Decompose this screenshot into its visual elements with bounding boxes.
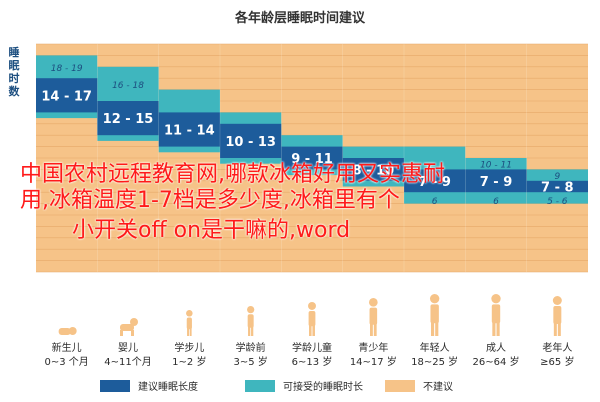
x-tick-label-name: 老年人 bbox=[542, 341, 572, 354]
x-tick-label-name: 年轻人 bbox=[420, 341, 450, 354]
recommended-bar bbox=[97, 101, 159, 136]
recommended-range-label: 11 - 14 bbox=[164, 124, 215, 139]
plot-area: 14 - 17 12 - 15 11 - 14 10 - 13 9 - 11 8 - 10… bbox=[36, 43, 588, 273]
x-tick-label-age: 18~25 岁 bbox=[411, 355, 458, 368]
recommended-range-label: 9 - 11 bbox=[291, 152, 333, 167]
school-child-icon bbox=[308, 302, 316, 336]
x-tick-label-age: 4~11个月 bbox=[104, 356, 151, 368]
recommended-bar bbox=[404, 169, 466, 193]
y-axis-label-char: 眠 bbox=[9, 59, 20, 72]
x-tick-label-age: 1~2 岁 bbox=[172, 355, 206, 368]
recommended-bar bbox=[158, 112, 220, 147]
x-tick-label-name: 学步儿 bbox=[174, 341, 204, 354]
baby-lying-icon bbox=[58, 327, 77, 335]
adult-icon bbox=[491, 294, 501, 336]
senior-icon bbox=[552, 296, 562, 336]
x-tick-label-name: 青少年 bbox=[358, 341, 388, 354]
recommended-range-label: 7 - 8 bbox=[541, 181, 574, 196]
teen-icon bbox=[369, 298, 378, 336]
acceptable-range-label: 16 - 18 bbox=[112, 81, 144, 91]
x-tick-label-name: 婴儿 bbox=[118, 342, 138, 354]
acceptable-lower-label: 6 bbox=[432, 197, 438, 207]
legend-label: 可接受的睡眠时长 bbox=[283, 380, 363, 393]
recommended-range-label: 7 - 9 bbox=[418, 175, 451, 190]
acceptable-range-label: 9 bbox=[554, 172, 560, 182]
age-icons bbox=[58, 294, 562, 336]
x-tick-label-age: 3~5 岁 bbox=[234, 355, 268, 368]
y-axis-label-char: 睡 bbox=[9, 45, 20, 59]
acceptable-range-label: 10 - 11 bbox=[480, 161, 512, 171]
overlay-text-line-1: 中国农村远程教育网,哪款冰箱好用又实惠耐 bbox=[20, 162, 445, 187]
recommended-bar bbox=[342, 158, 404, 181]
overlay-text-line-3: 小开关off on是干嘛的,word bbox=[72, 218, 351, 243]
legend-swatch bbox=[385, 380, 415, 392]
x-tick-label-age: 6~13 岁 bbox=[292, 355, 333, 368]
legend-swatch bbox=[100, 380, 130, 392]
legend: 建议睡眠长度 可接受的睡眠时长 不建议 bbox=[100, 380, 453, 393]
recommended-range-label: 10 - 13 bbox=[225, 135, 276, 150]
legend-label: 建议睡眠长度 bbox=[138, 380, 198, 393]
infant-crawling-icon bbox=[120, 318, 138, 336]
toddler-icon bbox=[186, 310, 193, 336]
x-tick-label-age: ≥65 岁 bbox=[540, 355, 574, 368]
x-tick-label-name: 学龄儿童 bbox=[292, 341, 332, 354]
recommended-range-label: 8 - 10 bbox=[353, 163, 395, 178]
x-tick-label-name: 新生儿 bbox=[52, 341, 82, 354]
legend-swatch bbox=[245, 380, 275, 392]
recommended-bar bbox=[281, 146, 343, 170]
recommended-bar bbox=[465, 169, 527, 193]
acceptable-lower-label: 5 - 6 bbox=[547, 197, 568, 207]
acceptable-lower-label: 6 bbox=[493, 197, 499, 207]
x-tick-label-age: 26~64 岁 bbox=[472, 355, 519, 368]
y-axis-label-char: 时 bbox=[9, 71, 20, 85]
legend-label: 不建议 bbox=[423, 380, 453, 393]
chart-title: 各年龄层睡眠时间建议 bbox=[234, 10, 366, 26]
x-tick-label-name: 学龄前 bbox=[236, 341, 266, 354]
x-tick-label-age: 0~3 个月 bbox=[45, 356, 89, 368]
y-axis-label-char: 数 bbox=[9, 84, 21, 98]
overlay-text-line-2: 用,冰箱温度1-7档是多少度,冰箱里有个 bbox=[20, 188, 400, 213]
x-tick-label-age: 14~17 岁 bbox=[350, 355, 397, 368]
recommended-bar bbox=[220, 123, 282, 158]
acceptable-range-label: 18 - 19 bbox=[51, 64, 83, 74]
recommended-range-label: 14 - 17 bbox=[41, 89, 92, 104]
x-tick-label-name: 成人 bbox=[486, 342, 506, 354]
recommended-range-label: 7 - 9 bbox=[480, 175, 513, 190]
young-adult-icon bbox=[429, 294, 440, 336]
recommended-bar bbox=[36, 78, 98, 113]
preschool-child-icon bbox=[247, 306, 255, 336]
recommended-bar bbox=[526, 180, 588, 193]
recommended-range-label: 12 - 15 bbox=[103, 112, 154, 127]
